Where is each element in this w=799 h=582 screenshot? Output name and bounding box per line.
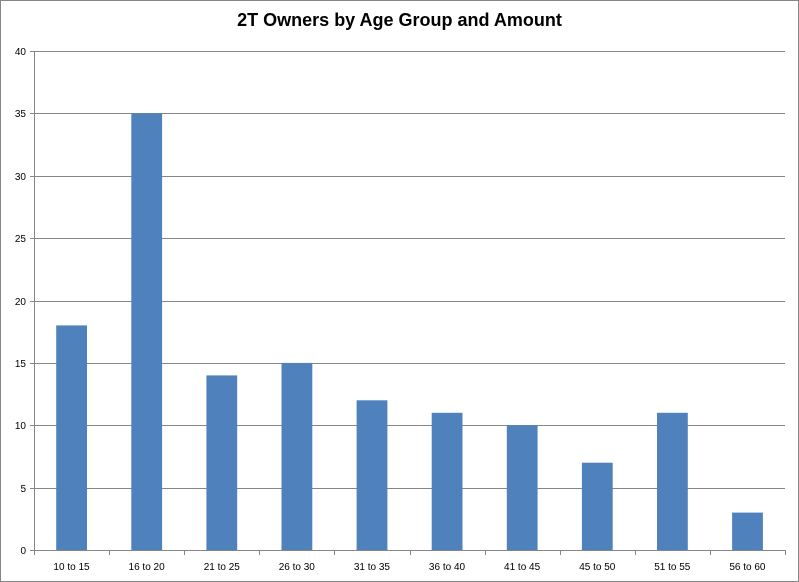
y-tick-label: 10	[15, 421, 27, 432]
x-tick-labels: 10 to 15 16 to 20 21 to 25 26 to 30 31 to 35…	[53, 562, 765, 573]
bar	[657, 412, 688, 550]
x-tick-label: 56 to 60	[729, 562, 766, 573]
x-tick-label: 45 to 50	[579, 562, 616, 573]
bar	[732, 512, 763, 550]
x-tick-label: 51 to 55	[654, 562, 691, 573]
bar	[431, 412, 463, 550]
y-tick-label: 0	[20, 546, 26, 557]
bar	[281, 362, 313, 550]
y-tick-label: 30	[15, 172, 27, 183]
y-tick-label: 20	[15, 297, 27, 308]
y-tick-label: 5	[20, 484, 26, 495]
bars	[56, 113, 763, 551]
bar	[131, 113, 163, 551]
x-tick-label: 21 to 25	[204, 562, 241, 573]
axes	[30, 51, 786, 555]
y-tick-label: 35	[15, 109, 27, 120]
x-tick-label: 10 to 15	[53, 562, 90, 573]
x-tick-label: 16 to 20	[129, 562, 166, 573]
y-tick-label: 25	[15, 234, 27, 245]
x-tick-label: 41 to 45	[504, 562, 541, 573]
x-tick-label: 31 to 35	[354, 562, 391, 573]
bar	[581, 462, 613, 550]
y-tick-labels: 0 5 10 15 20 25 30 35 40	[15, 47, 27, 557]
x-tick-label: 26 to 30	[279, 562, 316, 573]
bar	[56, 325, 87, 550]
gridlines	[34, 51, 785, 489]
bar	[506, 425, 538, 551]
x-tick-label: 36 to 40	[429, 562, 466, 573]
bar	[356, 400, 388, 550]
bar	[206, 375, 238, 550]
y-tick-label: 40	[15, 47, 27, 58]
y-tick-label: 15	[15, 359, 27, 370]
chart-title: 2T Owners by Age Group and Amount	[237, 10, 562, 30]
